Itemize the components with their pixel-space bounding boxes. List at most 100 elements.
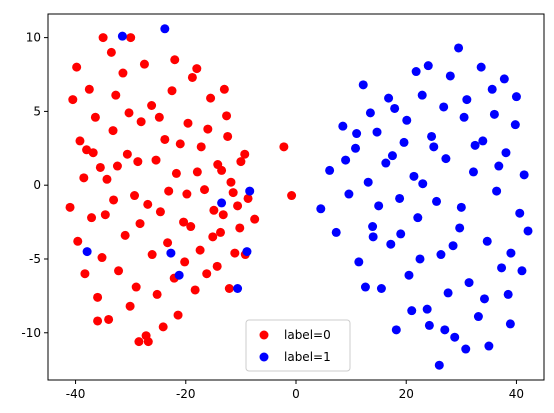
series-1-point [432, 196, 442, 206]
series-0-point [120, 230, 130, 240]
series-0-point [143, 199, 153, 209]
points-layer [65, 24, 533, 370]
series-0-point [73, 236, 83, 246]
x-tick-label: -20 [176, 387, 196, 401]
series-0-point [209, 205, 219, 215]
series-0-point [93, 316, 103, 326]
series-0-point [90, 112, 100, 122]
series-0-point [240, 149, 250, 159]
series-1-point [479, 294, 489, 304]
series-0-point [100, 210, 110, 220]
series-0-point [180, 257, 190, 267]
series-1-point [344, 189, 354, 199]
series-0-point [155, 207, 165, 217]
series-0-point [109, 195, 119, 205]
series-0-point [173, 310, 183, 320]
x-tick-label: -40 [66, 387, 86, 401]
series-0-point [68, 95, 78, 105]
series-0-point [182, 189, 192, 199]
series-1-point [456, 202, 466, 212]
series-1-point [381, 158, 391, 168]
series-0-point [143, 337, 153, 347]
series-1-point [404, 270, 414, 280]
series-0-point [98, 33, 108, 43]
series-0-point [171, 168, 181, 178]
series-1-point [242, 247, 252, 257]
series-1-point [372, 127, 382, 137]
x-tick-label: 40 [509, 387, 524, 401]
series-1-point [445, 71, 455, 81]
series-0-point [217, 165, 227, 175]
series-0-point [80, 269, 90, 279]
series-1-point [503, 289, 513, 299]
series-0-point [154, 112, 164, 122]
series-0-point [104, 314, 114, 324]
legend-marker [259, 330, 269, 340]
series-1-point [499, 74, 509, 84]
series-1-point [436, 250, 446, 260]
y-tick-label: 5 [33, 104, 41, 118]
series-0-point [228, 188, 238, 198]
series-1-point [411, 67, 421, 77]
series-0-point [202, 269, 212, 279]
series-0-point [230, 248, 240, 258]
series-1-point [439, 102, 449, 112]
y-tick-label: 10 [26, 31, 41, 45]
series-0-point [87, 213, 97, 223]
series-1-point [450, 332, 460, 342]
series-0-point [114, 266, 124, 276]
series-1-point [316, 204, 326, 214]
series-0-point [95, 162, 105, 172]
series-0-point [122, 149, 132, 159]
series-1-point [374, 201, 384, 211]
y-tick-label: -5 [29, 252, 41, 266]
series-1-point [354, 257, 364, 267]
series-0-point [170, 55, 180, 65]
series-0-point [118, 68, 128, 78]
series-1-point [376, 284, 386, 293]
series-0-point [235, 223, 245, 233]
series-1-point [427, 131, 437, 141]
series-1-point [497, 263, 507, 273]
series-1-point [365, 108, 375, 118]
series-1-point [360, 282, 370, 292]
series-0-point [222, 111, 232, 121]
series-1-point [459, 112, 469, 122]
series-0-point [147, 101, 157, 110]
series-1-point [358, 80, 368, 90]
series-0-point [203, 124, 213, 134]
series-1-point [245, 186, 255, 196]
x-tick-label: 0 [292, 387, 300, 401]
series-0-point [136, 117, 146, 127]
series-1-point [476, 62, 486, 72]
series-1-point [468, 167, 478, 177]
series-0-point [106, 47, 116, 57]
series-0-point [175, 139, 185, 149]
series-1-point [390, 103, 400, 113]
series-0-point [102, 174, 112, 184]
series-0-point [196, 142, 206, 152]
series-1-point [501, 148, 511, 158]
series-1-point [448, 241, 458, 251]
series-1-point [386, 239, 396, 249]
series-1-point [387, 151, 397, 161]
series-0-point [218, 210, 228, 220]
series-1-point [413, 213, 423, 223]
series-0-point [233, 201, 243, 211]
series-1-point [492, 186, 502, 196]
series-1-point [434, 360, 444, 370]
series-1-point [341, 155, 351, 165]
series-0-point [112, 161, 122, 171]
series-0-point [186, 222, 196, 232]
series-1-point [461, 344, 471, 354]
series-1-point [489, 109, 499, 119]
series-1-point [511, 92, 521, 102]
y-tick-label: 0 [33, 178, 41, 192]
series-0-point [163, 238, 173, 248]
x-tick-label: 20 [399, 387, 414, 401]
series-1-point [399, 137, 409, 147]
series-1-point [368, 232, 378, 242]
series-1-point [482, 236, 492, 246]
series-0-point [287, 191, 297, 201]
series-0-point [134, 337, 144, 347]
